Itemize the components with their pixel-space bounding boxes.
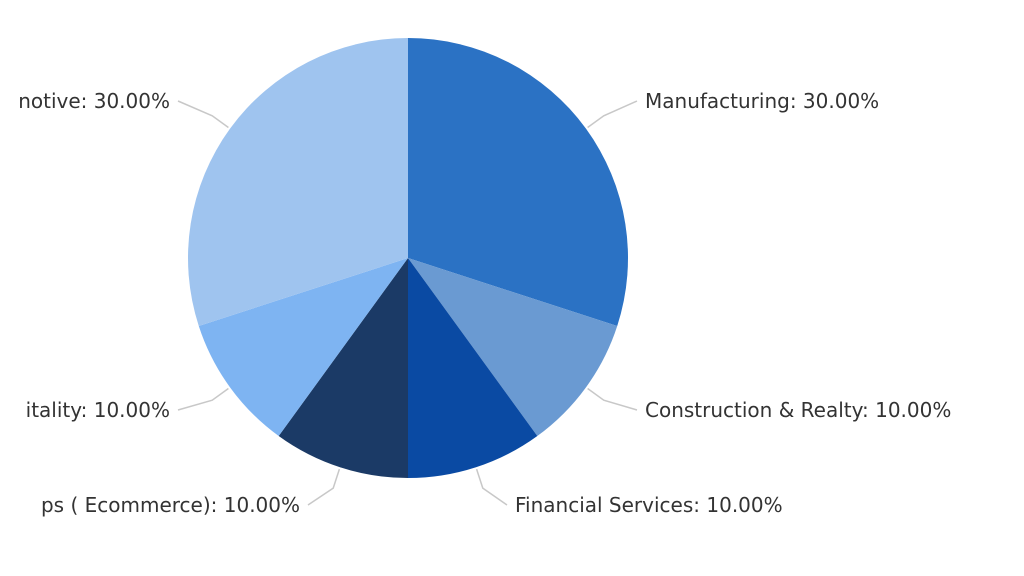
leader-line-1 [587, 100, 638, 129]
pie-slice-1[interactable] [408, 38, 628, 326]
leader-line-2 [587, 387, 638, 411]
leader-lines [177, 100, 638, 506]
slice-label-5: itality: 10.00% [26, 398, 170, 422]
slice-label-4: ps ( Ecommerce): 10.00% [41, 493, 300, 517]
pie-slice-4[interactable] [278, 258, 408, 478]
slice-labels: Manufacturing: 30.00% Construction & Real… [18, 89, 951, 517]
pie-slice-3[interactable] [408, 258, 538, 478]
pie-slice-6[interactable] [187, 38, 408, 326]
slice-label-3: Financial Services: 10.00% [515, 493, 783, 517]
leader-line-6 [177, 100, 229, 129]
pie-slice-5[interactable] [198, 258, 408, 436]
leader-line-3 [475, 468, 508, 506]
leader-line-4 [307, 468, 341, 506]
pie-slice-2[interactable] [408, 258, 618, 436]
slice-label-2: Construction & Realty: 10.00% [645, 398, 951, 422]
pie-slices [187, 38, 628, 478]
slice-label-1: Manufacturing: 30.00% [645, 89, 879, 113]
leader-line-5 [177, 387, 229, 411]
slice-label-6: notive: 30.00% [18, 89, 170, 113]
